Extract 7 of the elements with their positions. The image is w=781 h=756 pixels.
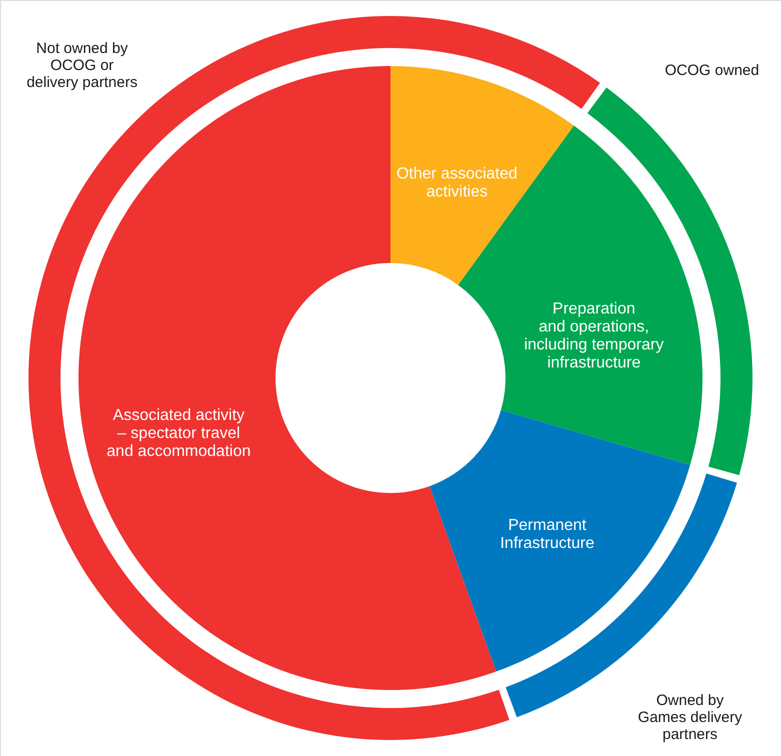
text: Owned by Games delivery partners bbox=[638, 692, 743, 743]
slice-label: Other associated activities bbox=[396, 166, 518, 201]
slice-label: Preparation and operations, including temporary infrastructure bbox=[524, 300, 664, 372]
slice-label: Associated activity – spectator travel and accommodation bbox=[106, 406, 251, 460]
text: OCOG owned bbox=[664, 62, 760, 79]
text: Not owned by OCOG or delivery partners bbox=[26, 40, 138, 91]
slice-label: Permanent Infrastructure bbox=[500, 517, 594, 552]
